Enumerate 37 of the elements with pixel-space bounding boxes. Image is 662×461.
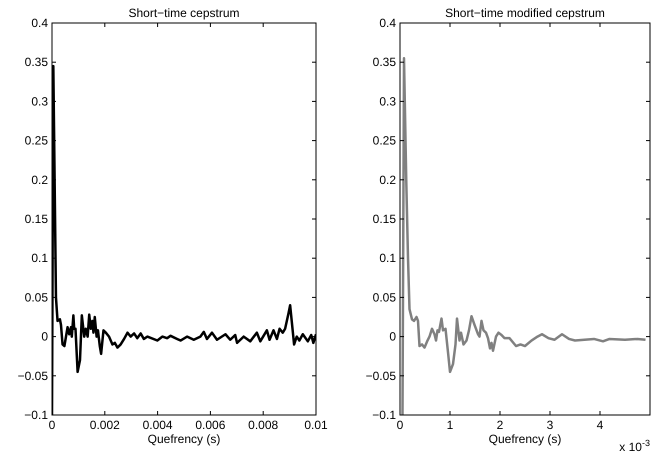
text: x 10$^{-3}$: [619, 438, 650, 454]
x-tick-label: 0.004: [142, 418, 173, 432]
y-tick-label: −0.1: [372, 408, 396, 422]
x-tick-label: 4: [596, 418, 604, 432]
y-tick-label: 0: [389, 330, 396, 344]
y-tick-label: −0.05: [366, 368, 396, 383]
y-tick-label: 0.35: [372, 55, 396, 70]
x-tick-label: 0.01: [304, 418, 328, 432]
y-tick-label: 0.1: [379, 251, 396, 266]
y-tick-label: 0.35: [24, 55, 48, 70]
x-tick-label: 0.008: [248, 418, 279, 432]
x-tick-label: 1: [446, 418, 454, 432]
x-axis-title: Quefrency (s): [488, 432, 562, 446]
x-tick-label: 2: [496, 418, 504, 432]
y-tick-label: 0.15: [372, 212, 396, 226]
chart-title: Short−time cepstrum: [128, 6, 240, 20]
y-tick-label: 0.05: [372, 290, 396, 304]
y-tick-label: 0.25: [24, 134, 48, 148]
line-series: [401, 57, 647, 416]
y-tick-label: 0.25: [372, 134, 396, 148]
y-tick-label: 0.4: [31, 16, 48, 30]
y-tick-label: −0.05: [18, 368, 48, 383]
y-tick-label: 0.15: [24, 212, 48, 226]
y-tick-label: 0.2: [379, 172, 396, 187]
y-tick-label: 0.2: [31, 172, 48, 187]
x-axis-title: Quefrency (s): [148, 432, 220, 446]
y-tick-label: 0.4: [379, 16, 396, 30]
y-tick-label: 0.05: [24, 290, 48, 304]
x-tick-label: 0.006: [195, 418, 226, 432]
y-tick-label: 0.3: [31, 94, 48, 108]
x-tick-label: 3: [546, 418, 554, 432]
chart-title: Short−time modified cepstrum: [445, 6, 605, 20]
y-tick-label: −0.1: [24, 408, 48, 422]
x-tick-label: 0.002: [90, 418, 120, 432]
y-tick-label: 0.1: [31, 251, 48, 266]
y-tick-label: 0.3: [379, 94, 396, 108]
y-tick-label: 0: [41, 330, 48, 344]
